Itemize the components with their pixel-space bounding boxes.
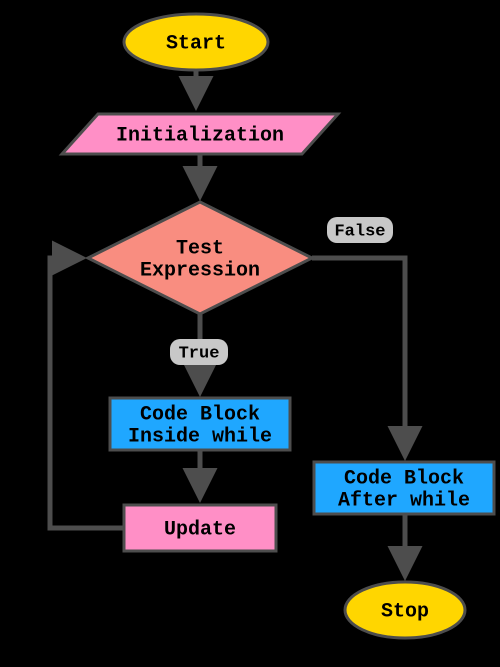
true-edge-label: True xyxy=(170,339,228,365)
after-loop-label-1: Code Block xyxy=(344,467,464,490)
edge-test-to-after xyxy=(312,258,405,454)
stop-label: Stop xyxy=(381,600,429,623)
after-loop-process: Code Block After while xyxy=(314,462,494,514)
loop-body-label-1: Code Block xyxy=(140,403,260,426)
false-pill-text: False xyxy=(334,222,385,241)
update-label: Update xyxy=(164,518,236,541)
false-edge-label: False xyxy=(327,217,393,243)
test-expression-decision: Test Expression xyxy=(88,202,312,314)
test-expression-label-1: Test xyxy=(176,237,224,260)
start-label: Start xyxy=(166,32,226,55)
loop-body-label-2: Inside while xyxy=(128,425,272,448)
stop-terminal: Stop xyxy=(345,582,465,638)
after-loop-label-2: After while xyxy=(338,489,470,512)
while-loop-flowchart: Start Initialization Test Expression Tru… xyxy=(0,0,500,667)
update-process: Update xyxy=(124,505,276,551)
edge-update-to-test xyxy=(50,258,124,528)
initialization-node: Initialization xyxy=(62,114,338,154)
loop-body-process: Code Block Inside while xyxy=(110,398,290,450)
start-terminal: Start xyxy=(124,14,268,70)
initialization-label: Initialization xyxy=(116,124,284,147)
test-expression-label-2: Expression xyxy=(140,259,260,282)
true-pill-text: True xyxy=(179,344,220,363)
